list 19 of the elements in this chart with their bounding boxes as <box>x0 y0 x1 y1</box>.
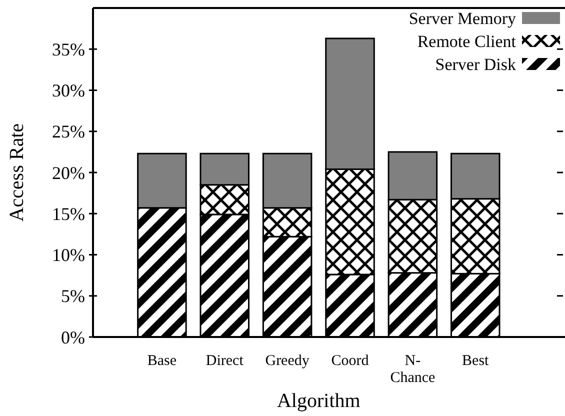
x-tick-label: Coord <box>331 353 370 369</box>
y-tick-label: 15% <box>52 204 85 224</box>
x-axis-title: Algorithm <box>276 390 361 412</box>
y-tick-label: 0% <box>61 327 85 348</box>
legend-label: Server Memory <box>408 8 516 28</box>
y-tick-label: 35% <box>52 39 85 60</box>
x-tick-label: Direct <box>206 353 244 369</box>
y-tick-label: 30% <box>52 80 85 101</box>
y-tick-label: 5% <box>61 286 85 306</box>
y-tick-label: 25% <box>52 122 85 142</box>
legend-label: Remote Client <box>417 32 516 51</box>
legend-label: Server Disk <box>435 54 516 74</box>
x-tick-label: N-Chance <box>390 353 436 386</box>
x-tick-label: Base <box>147 353 177 369</box>
y-tick-label: 10% <box>52 245 85 266</box>
y-tick-label: 20% <box>52 162 85 183</box>
x-tick-label: Greedy <box>265 353 310 369</box>
y-axis-title: Access Rate <box>6 123 28 222</box>
x-tick-label: Best <box>462 353 490 369</box>
